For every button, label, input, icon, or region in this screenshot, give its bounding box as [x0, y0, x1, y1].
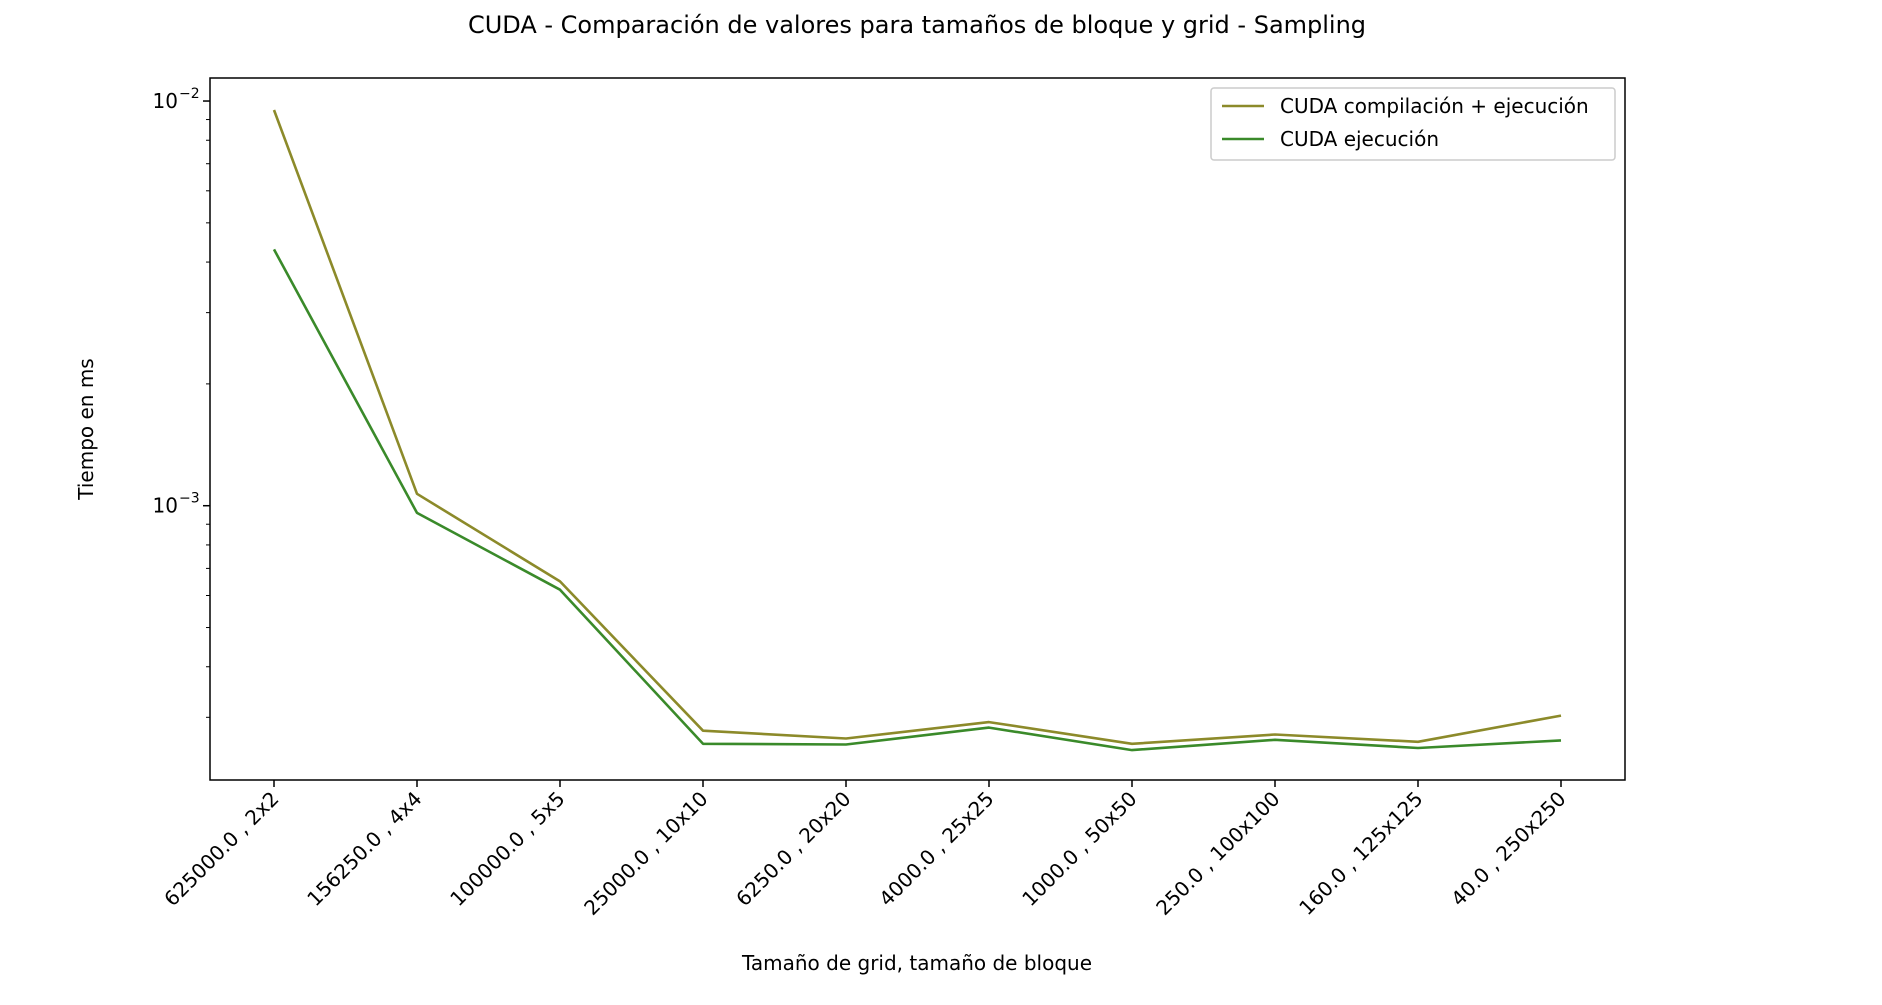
legend-label-series-1: CUDA ejecución — [1280, 127, 1439, 151]
x-tick-label: 4000.0 , 25x25 — [874, 787, 998, 911]
legend: CUDA compilación + ejecución CUDA ejecuc… — [1210, 87, 1616, 161]
chart-title: CUDA - Comparación de valores para tamañ… — [468, 11, 1366, 39]
legend-frame — [1210, 87, 1616, 161]
x-tick-label: 1000.0 , 50x50 — [1017, 787, 1141, 911]
x-tick-label: 40.0 , 250x250 — [1446, 787, 1570, 911]
x-tick-label: 25000.0 , 10x10 — [579, 787, 712, 920]
y-tick-exponent: −3 — [179, 491, 200, 507]
legend-label-series-0: CUDA compilación + ejecución — [1280, 94, 1589, 118]
x-axis: 625000.0 , 2x2 156250.0 , 4x4 100000.0 , 5… — [159, 780, 1571, 920]
series-layer — [272, 109, 1562, 752]
x-tick-label: 160.0 , 125x125 — [1294, 787, 1427, 920]
x-axis-label: Tamaño de grid, tamaño de bloque — [741, 951, 1092, 975]
x-tick-label: 6250.0 , 20x20 — [731, 787, 855, 911]
y-axis-label: Tiempo en ms — [74, 358, 98, 500]
x-tick-label: 625000.0 , 2x2 — [159, 787, 283, 911]
series-line-0 — [272, 109, 1562, 746]
x-tick-label: 100000.0 , 5x5 — [445, 787, 569, 911]
y-tick-exponent: −2 — [179, 86, 200, 102]
plot-area — [209, 77, 1626, 781]
y-axis: 10−210−3 — [153, 86, 210, 718]
x-tick-label: 250.0 , 100x100 — [1151, 787, 1284, 920]
series-line-1 — [272, 248, 1562, 752]
x-tick-label: 156250.0 , 4x4 — [302, 787, 426, 911]
y-tick-label: 10 — [153, 89, 178, 113]
y-tick-label: 10 — [153, 494, 178, 518]
